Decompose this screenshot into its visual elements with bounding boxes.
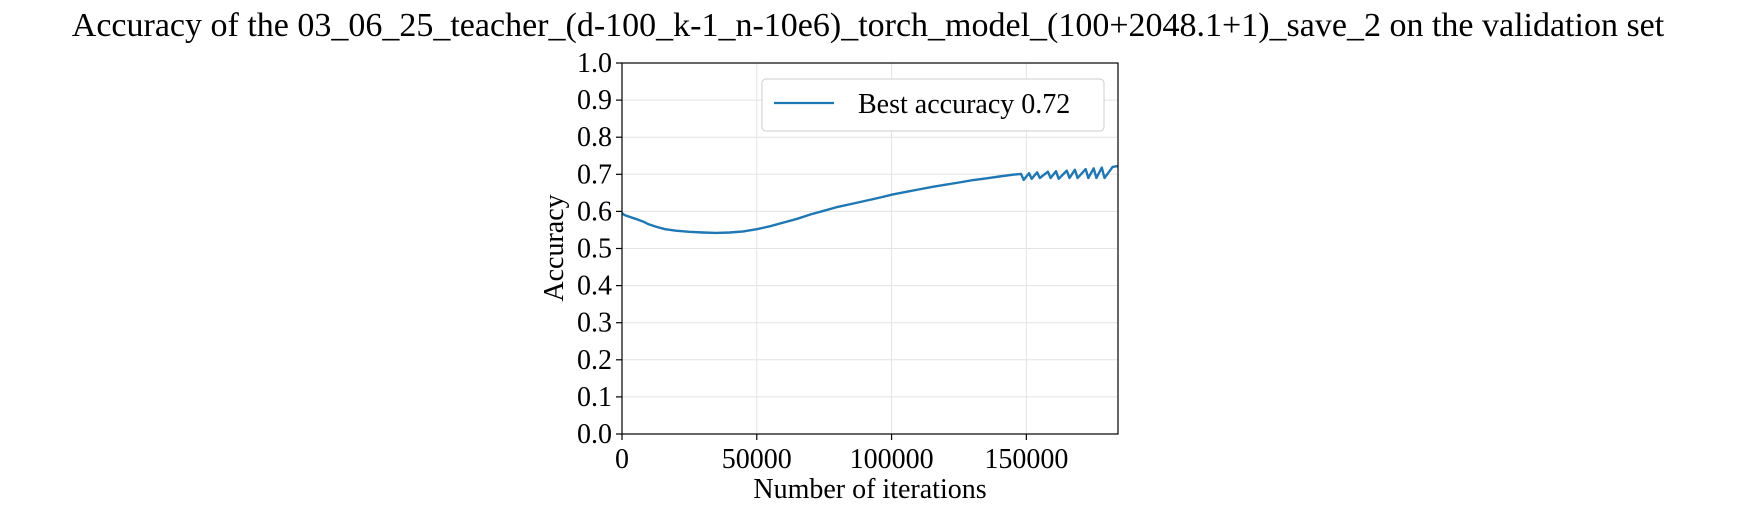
- series-layer: [621, 164, 1119, 235]
- x-axis-label: Number of iterations: [753, 474, 986, 505]
- legend-label: Best accuracy 0.72: [858, 89, 1070, 120]
- chart-title: Accuracy of the 03_06_25_teacher_(d-100_…: [72, 7, 1665, 44]
- y-axis-label: Accuracy: [539, 194, 570, 301]
- y-tick-label: 0.7: [577, 159, 612, 190]
- y-tick-label: 0.1: [577, 382, 612, 413]
- y-tick-label: 0.6: [577, 196, 612, 227]
- y-tick-label: 0.8: [577, 122, 612, 153]
- y-tick-label: 0.5: [577, 234, 612, 265]
- y-tick-label: 1.0: [577, 48, 612, 79]
- series-line: [621, 164, 1119, 235]
- legend-box: [761, 78, 1105, 132]
- y-tick-label: 0.3: [577, 308, 612, 339]
- x-tick-label: 0: [615, 444, 629, 475]
- legend: Best accuracy 0.72: [761, 78, 1105, 132]
- x-tick-label: 50000: [722, 444, 792, 475]
- x-tick-label: 150000: [984, 444, 1068, 475]
- axis-ticks: 0.0 0.1 0.2 0.3 0.4 0.5 0.6 0.7 0.8 0.9 1.0 0 50000 1…: [577, 48, 1068, 475]
- y-tick-label: 0.9: [577, 85, 612, 116]
- y-tick-label: 0.4: [577, 271, 612, 302]
- x-tick-label: 100000: [850, 444, 934, 475]
- y-tick-label: 0.2: [577, 345, 612, 376]
- y-tick-label: 0.0: [577, 419, 612, 450]
